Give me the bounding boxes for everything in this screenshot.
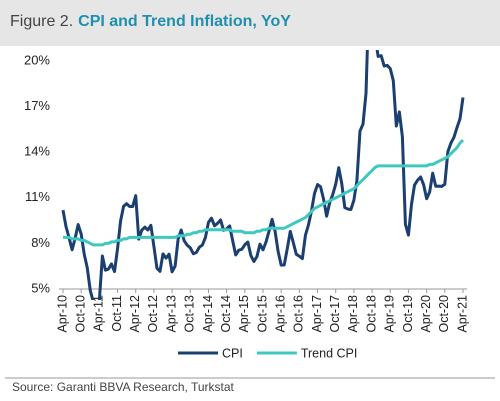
x-tick-label: Oct-12 — [146, 295, 160, 333]
x-tick-label: Apr-10 — [55, 295, 69, 333]
x-tick-label: Apr-18 — [346, 295, 360, 333]
x-tick-label: Apr-13 — [164, 295, 178, 333]
x-tick-label: Oct-10 — [73, 295, 87, 333]
title: CPI and Trend Inflation, YoY — [78, 13, 291, 30]
x-tick-label: Apr-21 — [455, 295, 469, 333]
x-tick-label: Apr-16 — [273, 295, 287, 333]
x-tick-label: Oct-13 — [183, 295, 197, 333]
x-tick-label: Oct-19 — [401, 295, 415, 333]
x-tick-label: Oct-16 — [292, 295, 306, 333]
source: Source: Garanti BBVA Research, Turkstat — [12, 380, 235, 394]
legend-label: Trend CPI — [301, 346, 358, 360]
chart-title: Figure 2. CPI and Trend Inflation, YoY — [10, 13, 291, 30]
legend-label: CPI — [222, 346, 243, 360]
plot-area — [61, 50, 465, 300]
y-tick-label: 11% — [25, 189, 50, 204]
x-tick-label: Apr-19 — [383, 295, 397, 333]
y-tick-label: 14% — [24, 144, 50, 159]
x-tick-label: Apr-12 — [128, 295, 142, 333]
x-tick-label: Oct-11 — [110, 295, 124, 332]
y-tick-label: 20% — [24, 52, 50, 67]
y-tick-label: 17% — [24, 98, 50, 113]
x-tick-label: Oct-17 — [328, 295, 342, 333]
figure-label: Figure 2. — [10, 13, 73, 30]
x-tick-label: Oct-18 — [364, 295, 378, 333]
x-tick-label: Apr-15 — [237, 295, 251, 333]
x-tick-label: Apr-17 — [310, 295, 324, 333]
header-band — [0, 0, 500, 46]
y-tick-label: 5% — [31, 280, 50, 295]
x-tick-label: Apr-11 — [92, 295, 106, 332]
series-line — [61, 50, 465, 300]
x-tick-label: Oct-14 — [219, 295, 233, 333]
x-tick-label: Oct-20 — [437, 295, 451, 333]
x-tick-label: Apr-14 — [201, 295, 215, 333]
x-tick-label: Apr-20 — [419, 295, 433, 333]
y-tick-label: 8% — [31, 235, 50, 250]
series-line — [63, 138, 465, 247]
x-tick-label: Oct-15 — [255, 295, 269, 333]
